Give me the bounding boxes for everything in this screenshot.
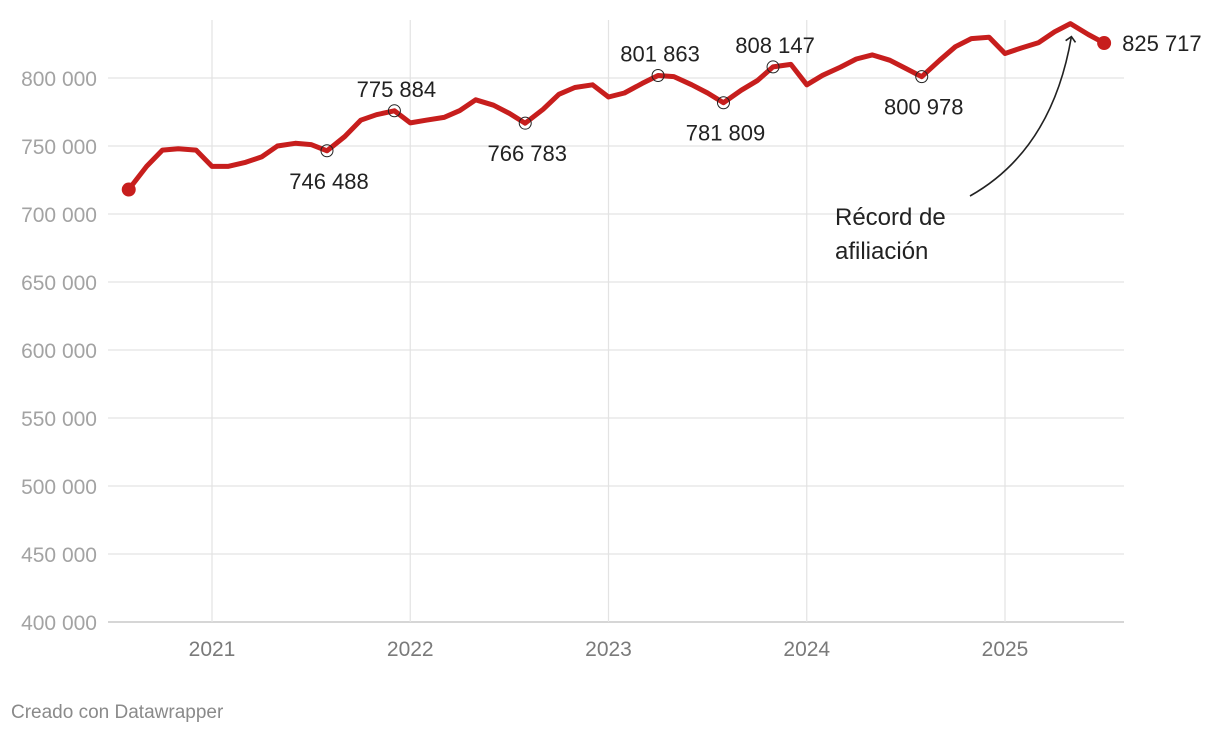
data-labels: 746 488 775 884 766 783 801 863 781 809 808 1… [289, 31, 1201, 194]
highlight-marker [915, 70, 929, 84]
y-tick-label: 650 000 [21, 272, 97, 295]
x-tick-label: 2024 [783, 638, 830, 661]
annotation-text: afiliación [835, 238, 928, 265]
end-point-marker [1097, 36, 1112, 51]
annotation-arrow [969, 35, 1077, 197]
x-tick-label: 2021 [189, 638, 236, 661]
series-line [126, 21, 1107, 192]
highlight-marker [716, 96, 730, 110]
y-gridlines [108, 77, 1124, 623]
end-value-label: 825 717 [1122, 31, 1202, 56]
data-label: 781 809 [686, 121, 766, 146]
highlight-marker [320, 144, 334, 158]
highlight-marker [518, 116, 532, 130]
x-tick-label: 2025 [982, 638, 1029, 661]
y-tick-label: 750 000 [21, 136, 97, 159]
y-tick-label: 600 000 [21, 340, 97, 363]
y-tick-label: 450 000 [21, 544, 97, 567]
credit-text: Creado con Datawrapper [11, 702, 224, 723]
highlight-marker [651, 68, 665, 82]
y-axis-tick-labels: 400 000 450 000 500 000 550 000 600 000 650 0… [21, 68, 97, 635]
x-tick-label: 2022 [387, 638, 434, 661]
y-tick-label: 700 000 [21, 204, 97, 227]
y-tick-label: 550 000 [21, 408, 97, 431]
annotation-text: Récord de [835, 204, 946, 231]
highlight-marker [387, 104, 401, 118]
data-label: 801 863 [620, 41, 700, 66]
x-axis-tick-labels: 2021 2022 2023 2024 2025 [189, 638, 1029, 661]
data-label: 775 884 [357, 77, 437, 102]
data-label: 746 488 [289, 169, 369, 194]
y-tick-label: 500 000 [21, 476, 97, 499]
start-point-marker [121, 182, 136, 197]
data-markers [121, 36, 1112, 197]
y-tick-label: 400 000 [21, 612, 97, 635]
y-tick-label: 800 000 [21, 68, 97, 91]
record-annotation: Récord de afiliación [835, 35, 1077, 265]
x-tick-label: 2023 [585, 638, 632, 661]
data-label: 808 147 [735, 33, 815, 58]
data-label: 766 783 [487, 141, 567, 166]
highlight-marker [766, 60, 780, 74]
data-label: 800 978 [884, 95, 964, 120]
